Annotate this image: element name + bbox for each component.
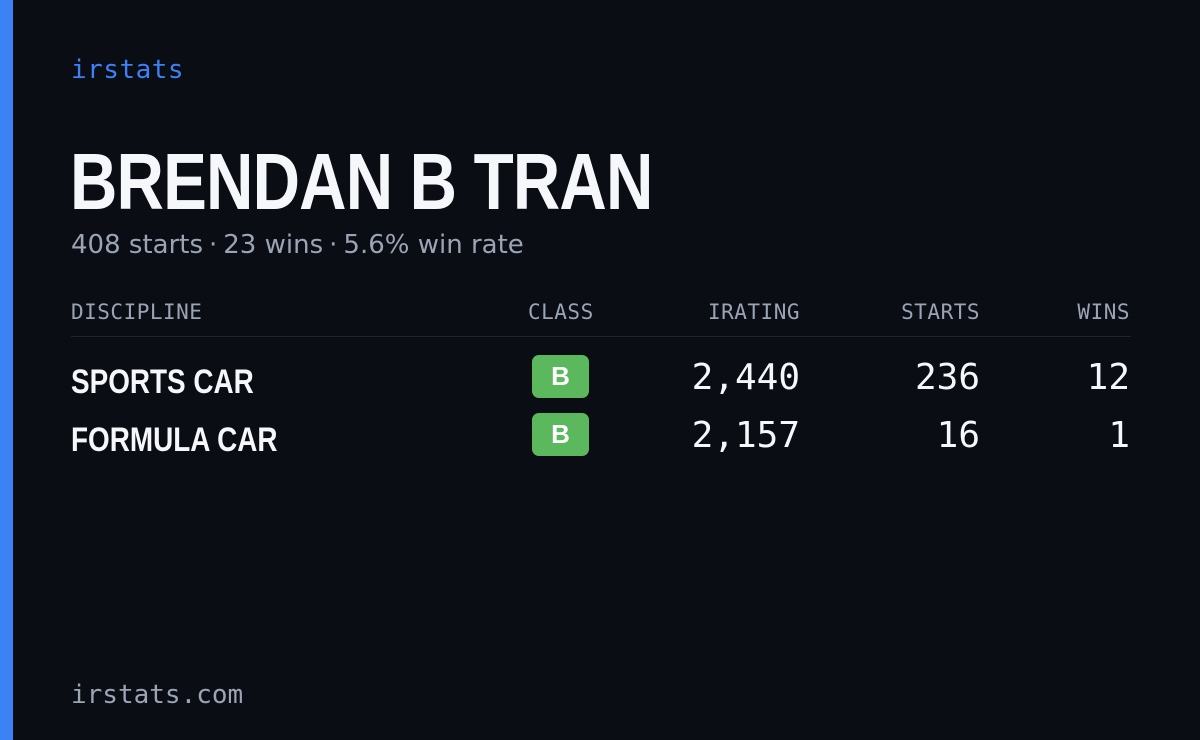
table-row: SPORTS CAR B 2,440 236 12 (71, 353, 1131, 411)
win-rate-summary: 5.6% win rate (343, 230, 524, 260)
header-class: CLASS (528, 300, 594, 324)
player-summary: 408 starts · 23 wins · 5.6% win rate (71, 227, 524, 263)
starts-value: 236 (914, 357, 980, 398)
starts-value: 16 (936, 415, 980, 456)
header-irating: IRATING (707, 300, 800, 324)
discipline-name: FORMULA CAR (71, 421, 278, 459)
footer-url: irstats.com (71, 680, 244, 710)
discipline-name: SPORTS CAR (71, 363, 254, 401)
accent-bar (0, 0, 13, 740)
header-discipline: DISCIPLINE (71, 300, 203, 324)
table-header: DISCIPLINE CLASS IRATING STARTS WINS (71, 296, 1131, 337)
discipline-table: DISCIPLINE CLASS IRATING STARTS WINS SPO… (71, 296, 1131, 469)
brand-logo: irstats (71, 55, 185, 85)
separator: · (209, 230, 218, 260)
class-badge: B (532, 413, 589, 456)
wins-summary: 23 wins (223, 230, 324, 260)
header-starts: STARTS (901, 300, 980, 324)
class-badge: B (532, 355, 589, 398)
table-row: FORMULA CAR B 2,157 16 1 (71, 411, 1131, 469)
header-wins: WINS (1077, 300, 1130, 324)
irating-value: 2,440 (691, 357, 800, 398)
wins-value: 12 (1086, 357, 1130, 398)
starts-summary: 408 starts (71, 230, 203, 260)
irating-value: 2,157 (691, 415, 800, 456)
separator: · (329, 230, 338, 260)
player-name: BRENDAN B TRAN (70, 137, 653, 226)
wins-value: 1 (1108, 415, 1130, 456)
